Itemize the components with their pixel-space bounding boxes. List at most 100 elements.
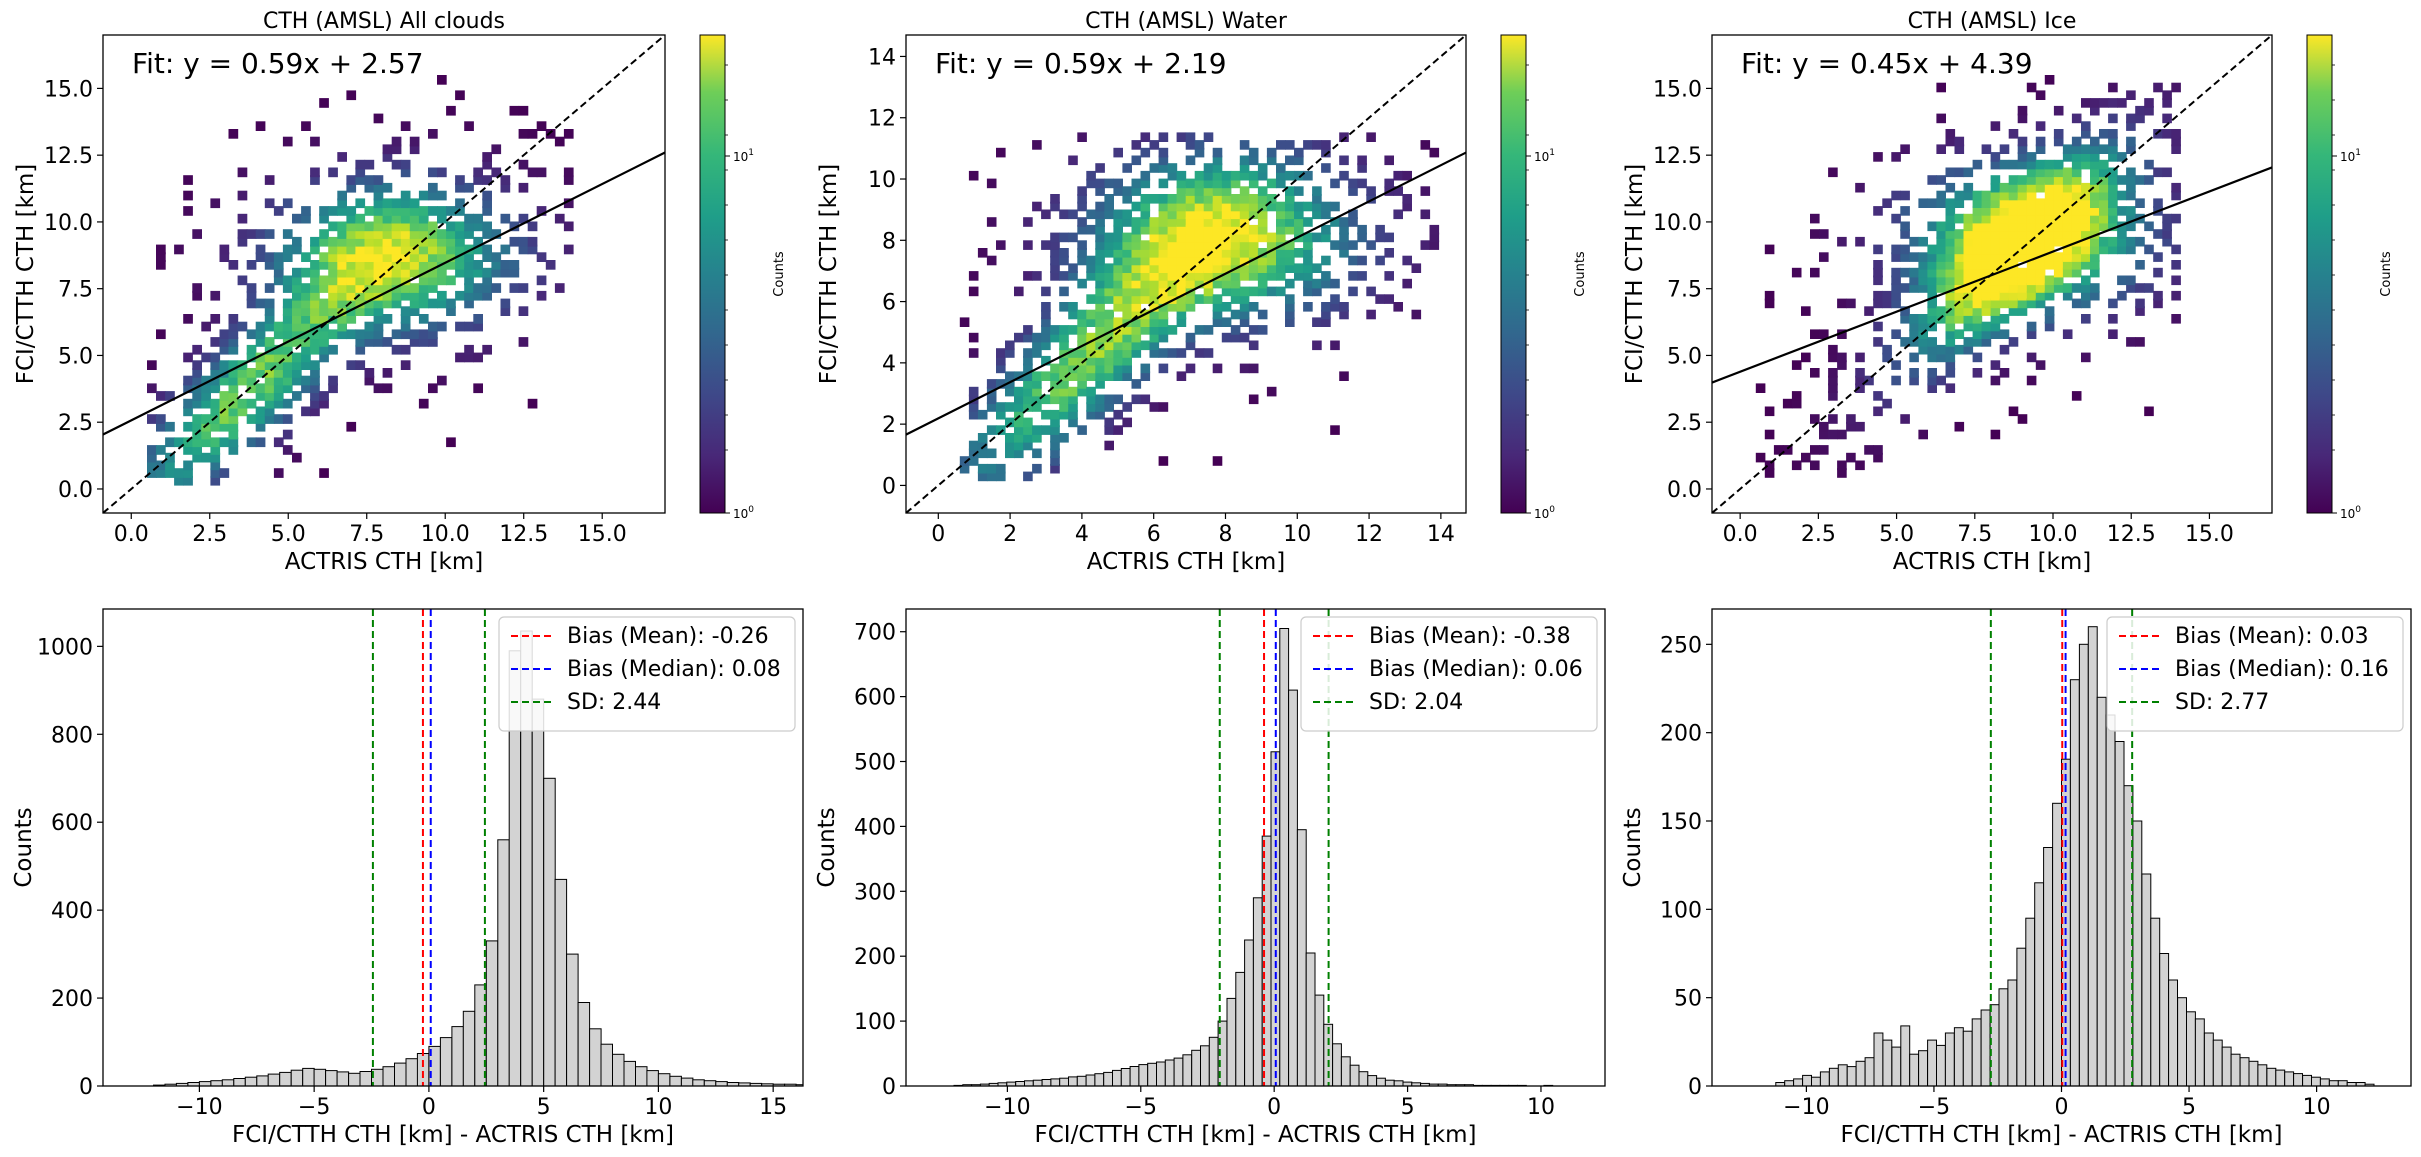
density-cell — [1095, 294, 1105, 304]
density-cell — [1420, 209, 1431, 220]
density-cell — [1203, 217, 1214, 227]
density-cell — [437, 167, 447, 178]
density-cell — [1059, 386, 1069, 397]
density-cell — [1176, 348, 1187, 358]
density-cell — [355, 244, 366, 255]
density-cell — [1248, 232, 1259, 243]
density-cell — [183, 190, 193, 201]
density-cell — [1104, 440, 1114, 451]
density-cell — [1104, 178, 1114, 189]
density-cell — [1312, 140, 1322, 150]
density-cell — [1050, 240, 1060, 250]
density-cell — [1167, 302, 1178, 312]
histogram-bar — [623, 1060, 636, 1086]
x-tick-label: 5 — [1401, 1095, 1415, 1120]
density-cell — [1005, 417, 1015, 428]
density-cell — [382, 260, 393, 270]
density-cell — [1212, 302, 1223, 312]
density-cell — [1203, 163, 1214, 173]
density-cell — [2099, 182, 2109, 193]
density-cell — [1285, 224, 1295, 235]
histogram-bar — [831, 1085, 843, 1086]
density-cell — [1041, 325, 1051, 335]
density-cell — [337, 244, 347, 255]
density-cell — [473, 383, 483, 394]
density-cell — [2090, 159, 2100, 170]
density-cell — [264, 283, 275, 293]
density-cell — [301, 252, 311, 262]
density-cell — [1936, 283, 1946, 293]
density-cell — [2026, 182, 2037, 193]
density-cell — [1113, 340, 1123, 351]
density-cell — [1059, 302, 1069, 312]
density-cell — [1303, 286, 1313, 297]
density-cell — [1945, 275, 1956, 286]
density-cell — [1014, 425, 1024, 435]
density-cell — [355, 236, 366, 247]
density-cell — [301, 375, 311, 386]
density-cell — [1230, 209, 1241, 220]
density-cell — [1954, 290, 1965, 301]
density-cell — [346, 206, 357, 216]
density-cell — [1212, 186, 1223, 196]
density-cell — [1068, 363, 1078, 374]
density-cell — [2008, 159, 2019, 170]
density-cell — [1140, 248, 1151, 258]
density-cell — [264, 252, 275, 262]
density-cell — [282, 414, 293, 424]
density-cell — [1321, 140, 1331, 150]
density-cell — [1176, 317, 1187, 327]
y-tick-label: 300 — [854, 880, 896, 905]
density-cell — [1203, 170, 1214, 181]
density-cell — [337, 252, 347, 262]
density-cell — [1194, 255, 1205, 266]
density-cell — [1285, 170, 1295, 181]
density-cell — [355, 344, 366, 355]
density-cell — [373, 306, 384, 316]
density-cell — [1828, 368, 1838, 378]
density-cell — [1131, 224, 1142, 235]
density-cell — [1041, 332, 1051, 343]
density-cell — [255, 437, 266, 448]
density-cell — [228, 329, 239, 340]
density-cell — [2108, 213, 2118, 224]
density-cell — [373, 221, 384, 232]
density-cell — [428, 283, 438, 293]
density-cell — [1131, 317, 1142, 327]
density-cell — [301, 383, 311, 394]
density-cell — [228, 429, 239, 440]
histogram-bar — [1085, 1074, 1096, 1086]
density-cell — [2081, 221, 2091, 232]
density-cell — [1810, 267, 1820, 278]
density-cell — [1194, 232, 1205, 243]
density-cell — [2090, 206, 2100, 216]
density-cell — [147, 445, 157, 455]
density-cell — [273, 267, 284, 278]
density-cell — [264, 383, 275, 394]
density-cell — [1023, 348, 1033, 358]
density-cell — [1131, 286, 1142, 297]
density-cell — [1203, 325, 1214, 335]
density-cell — [1239, 255, 1250, 266]
density-cell — [518, 159, 529, 170]
density-cell — [2108, 175, 2118, 185]
density-cell — [156, 468, 166, 478]
density-cell — [986, 448, 997, 459]
density-cell — [1927, 221, 1937, 232]
density-cell — [1918, 321, 1928, 332]
density-cell — [2053, 252, 2064, 262]
density-cell — [1339, 217, 1349, 227]
density-cell — [1068, 232, 1078, 243]
density-cell — [1375, 224, 1385, 235]
density-cell — [1239, 294, 1250, 304]
density-cell — [2071, 152, 2082, 162]
density-cell — [1239, 363, 1250, 374]
density-cell — [1981, 144, 1992, 154]
density-cell — [346, 221, 357, 232]
density-cell — [1167, 286, 1178, 297]
density-cell — [1149, 332, 1160, 343]
density-cell — [2008, 275, 2019, 286]
density-cell — [328, 290, 338, 301]
density-cell — [2135, 298, 2145, 309]
density-cell — [1122, 286, 1132, 297]
